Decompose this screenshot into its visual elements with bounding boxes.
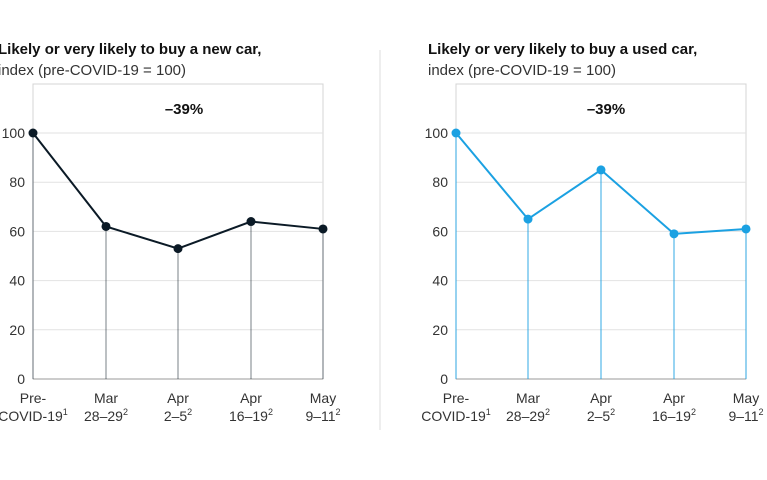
y-tick-label: 20 bbox=[432, 322, 448, 338]
x-tick-label: Apr bbox=[590, 390, 612, 406]
y-tick-label: 60 bbox=[432, 223, 448, 239]
x-tick-label: COVID-191 bbox=[421, 407, 491, 424]
x-tick-label: May bbox=[733, 390, 759, 406]
chart-subtitle: index (pre-COVID-19 = 100) bbox=[428, 62, 616, 79]
y-tick-label: 60 bbox=[9, 223, 25, 239]
x-tick-label: 16–192 bbox=[652, 407, 696, 424]
y-tick-label: 100 bbox=[2, 125, 26, 141]
y-tick-label: 0 bbox=[17, 371, 25, 387]
x-tick-label: Apr bbox=[663, 390, 685, 406]
x-tick-label: 9–112 bbox=[728, 407, 763, 424]
x-tick-label: 16–192 bbox=[229, 407, 273, 424]
x-tick-label: 28–292 bbox=[506, 407, 550, 424]
data-point bbox=[669, 229, 679, 239]
data-point bbox=[28, 128, 38, 138]
chart-subtitle: index (pre-COVID-19 = 100) bbox=[0, 62, 186, 79]
change-annotation: –39% bbox=[165, 101, 203, 118]
x-tick-label: 9–112 bbox=[305, 407, 340, 424]
x-tick-label: Apr bbox=[240, 390, 262, 406]
data-point bbox=[246, 217, 256, 227]
x-tick-label: May bbox=[310, 390, 336, 406]
y-tick-label: 20 bbox=[9, 322, 25, 338]
data-point bbox=[451, 128, 461, 138]
data-point bbox=[101, 221, 111, 231]
change-annotation: –39% bbox=[587, 101, 625, 118]
data-point bbox=[741, 224, 751, 234]
chart-title: Likely or very likely to buy a used car, bbox=[428, 41, 697, 58]
y-tick-label: 80 bbox=[432, 174, 448, 190]
data-point bbox=[523, 214, 533, 224]
x-tick-label: 2–52 bbox=[164, 407, 192, 424]
y-tick-label: 40 bbox=[432, 273, 448, 289]
used-car-chart-panel: Likely or very likely to buy a used car,… bbox=[421, 41, 763, 424]
data-point bbox=[596, 165, 606, 175]
x-tick-label: COVID-191 bbox=[0, 407, 68, 424]
x-tick-label: Pre- bbox=[20, 390, 47, 406]
x-tick-label: Apr bbox=[167, 390, 189, 406]
y-tick-label: 100 bbox=[425, 125, 449, 141]
chart-title: Likely or very likely to buy a new car, bbox=[0, 41, 261, 58]
x-tick-label: 2–52 bbox=[587, 407, 615, 424]
y-tick-label: 80 bbox=[9, 174, 25, 190]
new-car-chart-panel: Likely or very likely to buy a new car, … bbox=[0, 41, 341, 424]
data-point bbox=[318, 224, 328, 234]
y-tick-label: 40 bbox=[9, 273, 25, 289]
x-tick-label: Mar bbox=[516, 390, 540, 406]
data-point bbox=[173, 244, 183, 254]
x-tick-label: Pre- bbox=[443, 390, 470, 406]
x-tick-label: Mar bbox=[94, 390, 118, 406]
y-tick-label: 0 bbox=[440, 371, 448, 387]
x-tick-label: 28–292 bbox=[84, 407, 128, 424]
